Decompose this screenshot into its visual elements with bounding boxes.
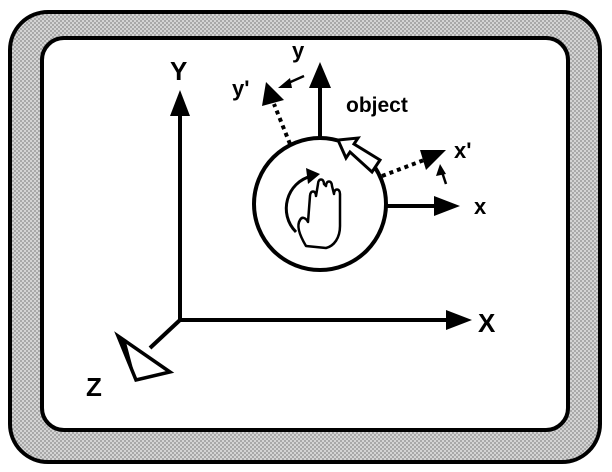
rotation-direction-arrow — [335, 136, 383, 175]
x-rotation-hint-arrow — [436, 164, 448, 185]
object-y-label: y — [292, 38, 305, 63]
y-rotation-hint-arrow — [278, 74, 305, 88]
world-y-axis — [170, 90, 190, 320]
rotation-arrow-icon — [284, 168, 320, 234]
rotated-x-label: x' — [454, 138, 471, 163]
world-x-label: X — [478, 308, 496, 338]
world-z-axis — [114, 318, 182, 383]
world-z-label: Z — [86, 372, 102, 402]
rotated-x-axis — [381, 150, 446, 178]
object-y-axis — [309, 62, 331, 138]
hand-icon — [297, 178, 342, 250]
world-y-label: Y — [170, 56, 187, 86]
object-x-axis — [386, 196, 460, 216]
world-x-axis — [180, 310, 472, 330]
rotated-y-axis — [262, 82, 292, 145]
object-x-label: x — [474, 194, 487, 219]
object-label: object — [346, 94, 408, 117]
rotated-y-label: y' — [232, 76, 249, 101]
